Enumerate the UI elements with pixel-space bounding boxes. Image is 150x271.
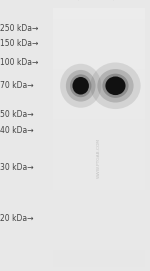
- Text: 250 kDa→: 250 kDa→: [0, 24, 38, 33]
- Ellipse shape: [105, 76, 126, 95]
- Ellipse shape: [72, 77, 89, 95]
- Text: 40 kDa→: 40 kDa→: [0, 126, 34, 135]
- Text: 20 kDa→: 20 kDa→: [0, 214, 33, 223]
- Ellipse shape: [102, 74, 129, 98]
- Ellipse shape: [66, 70, 96, 102]
- Text: 70 kDa→: 70 kDa→: [0, 81, 34, 90]
- Ellipse shape: [97, 69, 134, 102]
- Text: 150 kDa→: 150 kDa→: [0, 39, 38, 48]
- Ellipse shape: [60, 64, 101, 108]
- Ellipse shape: [90, 63, 141, 109]
- Ellipse shape: [70, 74, 91, 97]
- Text: HeLa: HeLa: [109, 0, 129, 2]
- Text: 50 kDa→: 50 kDa→: [0, 110, 34, 119]
- Text: 100 kDa→: 100 kDa→: [0, 58, 38, 67]
- Text: HUVEC: HUVEC: [74, 0, 100, 2]
- Text: WWW.PTGAB.COM: WWW.PTGAB.COM: [97, 138, 101, 178]
- Text: 30 kDa→: 30 kDa→: [0, 163, 34, 172]
